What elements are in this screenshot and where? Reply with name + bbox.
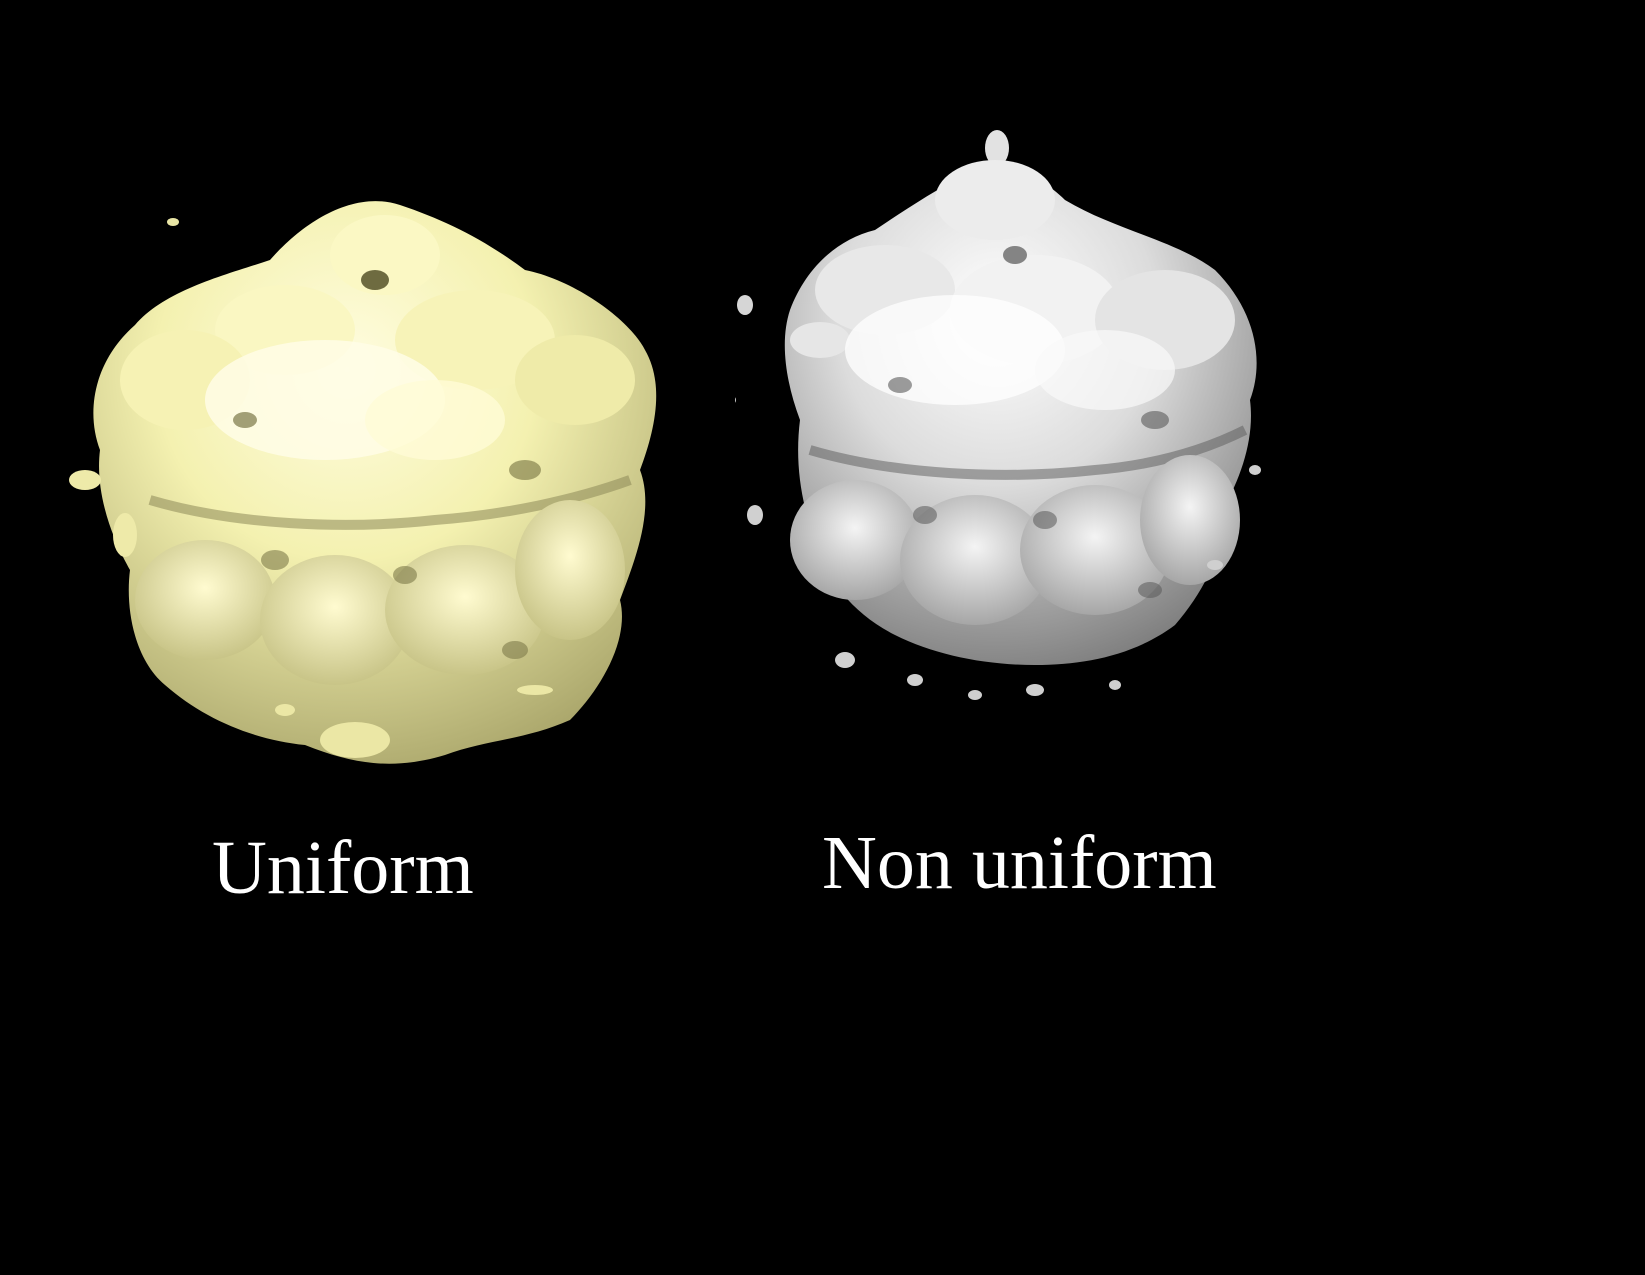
uniform-density-map bbox=[69, 201, 657, 764]
non-uniform-density-map bbox=[735, 130, 1261, 700]
caption-uniform: Uniform bbox=[212, 826, 474, 910]
caption-non-uniform: Non uniform bbox=[822, 821, 1217, 905]
